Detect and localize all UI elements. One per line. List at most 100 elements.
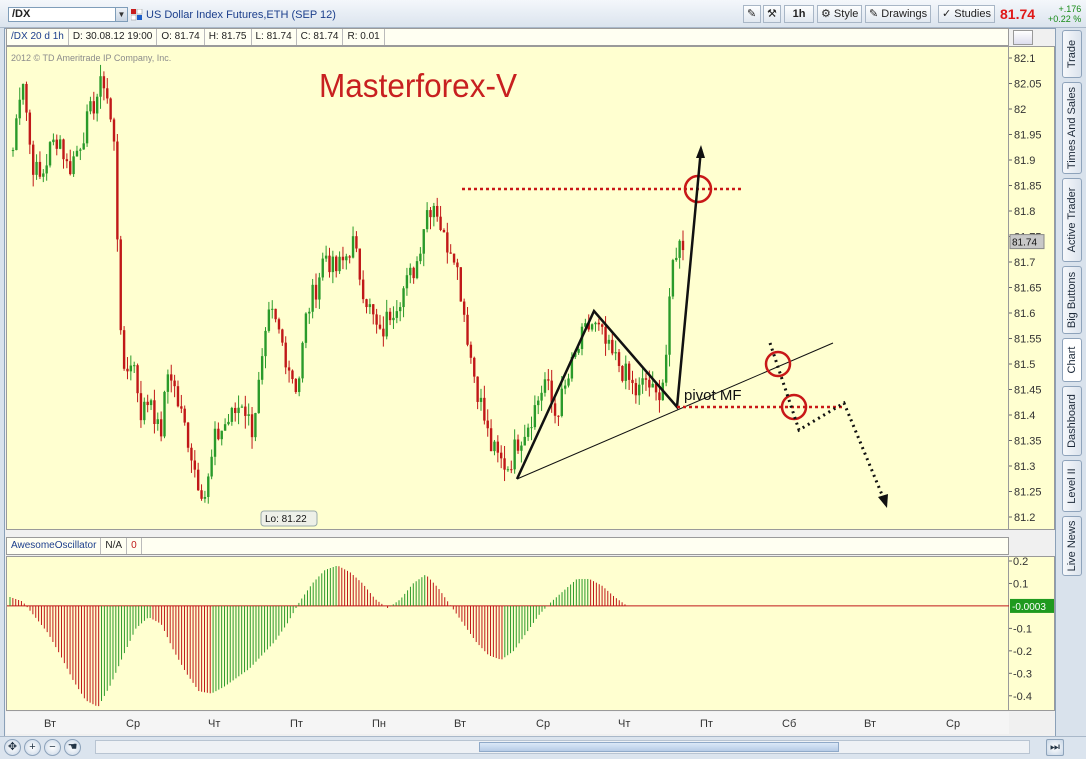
- candle-body: [459, 267, 462, 302]
- candle-body: [351, 236, 355, 258]
- candle-body: [533, 405, 537, 428]
- candle-body: [237, 407, 240, 414]
- side-tab-live-news[interactable]: Live News: [1062, 516, 1082, 576]
- projected-path[interactable]: [768, 342, 887, 503]
- candle-body: [361, 279, 365, 300]
- candle-body: [324, 255, 328, 259]
- side-tab-times-and-sales[interactable]: Times And Sales: [1062, 82, 1082, 174]
- candle-body: [355, 236, 358, 249]
- symbol-lookup-icon[interactable]: [131, 9, 143, 21]
- symbol-input[interactable]: /DX: [8, 7, 116, 22]
- candle-body: [584, 323, 587, 327]
- candle-body: [523, 436, 526, 446]
- candle-body: [213, 428, 217, 457]
- candle-body: [92, 101, 96, 114]
- candle-body: [217, 428, 220, 440]
- oscillator-panel[interactable]: [6, 556, 1010, 711]
- candle-body: [234, 407, 237, 414]
- oscillator-axis[interactable]: 0.2 0.1 -0.1 -0.2 -0.3 -0.4 -0.0003: [1009, 556, 1055, 711]
- osc-tick-label: -0.2: [1013, 646, 1032, 658]
- drawings-label: Drawings: [881, 8, 928, 20]
- candle-body: [69, 161, 72, 175]
- studies-button[interactable]: ✓ Studies: [938, 5, 995, 23]
- candle-body: [15, 118, 18, 151]
- price-tick-label: 81.45: [1014, 385, 1042, 397]
- hand-icon[interactable]: ☚: [64, 739, 81, 756]
- net-change-value: +.176: [1058, 4, 1082, 14]
- candle-body: [540, 392, 543, 401]
- horizontal-scrollbar[interactable]: [95, 740, 1030, 754]
- style-button[interactable]: ⚙ Style: [817, 5, 863, 23]
- candle-body: [143, 401, 146, 421]
- candle-body: [82, 143, 85, 150]
- drawings-group: pivot MF: [462, 145, 888, 508]
- side-tab-chart[interactable]: Chart: [1062, 338, 1082, 382]
- candle-body: [207, 476, 210, 497]
- side-tab-label: Active Trader: [1066, 187, 1078, 253]
- arrow-head-down-icon: [878, 494, 888, 508]
- candle-body: [671, 260, 675, 297]
- candle-body: [506, 469, 510, 471]
- candle-body: [439, 216, 442, 230]
- symbol-description: US Dollar Index Futures,ETH (SEP 12): [146, 9, 336, 21]
- candle-body: [614, 352, 617, 354]
- time-tick-label: Ср: [536, 718, 550, 730]
- candle-body: [122, 330, 126, 369]
- candle-body: [52, 139, 55, 143]
- price-axis[interactable]: 82.182.058281.9581.981.8581.881.7581.781…: [1009, 46, 1055, 530]
- candle-body: [658, 392, 661, 401]
- time-tick-label: Чт: [618, 718, 630, 730]
- candle-body: [604, 326, 607, 344]
- pencil-tool-icon[interactable]: ✎: [743, 5, 761, 23]
- zoom-in-icon[interactable]: +: [24, 739, 41, 756]
- info-timeframe[interactable]: /DX 20 d 1h: [7, 29, 69, 45]
- oscillator-axis-svg: 0.2 0.1 -0.1 -0.2 -0.3 -0.4 -0.0003: [1009, 556, 1054, 703]
- candle-body: [409, 267, 412, 276]
- time-tick-label: Пт: [290, 718, 303, 730]
- candle-body: [277, 319, 281, 330]
- studies-icon: ✓: [942, 8, 955, 20]
- candle-body: [203, 496, 207, 499]
- candle-body: [79, 149, 82, 151]
- candle-body: [308, 311, 311, 314]
- candle-body: [405, 275, 409, 289]
- scrollbar-thumb[interactable]: [479, 742, 839, 752]
- interval-button[interactable]: 1h: [784, 5, 814, 23]
- time-tick-label: Ср: [946, 718, 960, 730]
- symbol-dropdown-button[interactable]: ▼: [115, 7, 128, 22]
- candle-body: [560, 388, 563, 416]
- scroll-end-icon[interactable]: ⏭: [1046, 739, 1064, 756]
- candle-body: [35, 161, 38, 175]
- candle-body: [281, 329, 284, 343]
- oscillator-name[interactable]: AwesomeOscillator: [7, 538, 102, 554]
- chart-settings-icon[interactable]: [1013, 30, 1033, 45]
- candle-body: [170, 374, 173, 381]
- candle-body: [42, 173, 45, 177]
- candle-body: [681, 240, 685, 251]
- candle-body: [385, 311, 388, 337]
- candle-body: [577, 349, 580, 353]
- candle-body: [301, 342, 304, 379]
- pan-icon[interactable]: ✥: [4, 739, 21, 756]
- zigzag-pattern[interactable]: [515, 148, 703, 480]
- drawings-button[interactable]: ✎ Drawings: [865, 5, 932, 23]
- side-tab-trade[interactable]: Trade: [1062, 30, 1082, 78]
- trend-line[interactable]: [516, 342, 834, 480]
- candle-body: [85, 111, 89, 144]
- time-axis[interactable]: Вт Ср Чт Пт Пн Вт Ср Чт Пт Сб Вт Ср: [6, 712, 1009, 734]
- candle-body: [365, 299, 368, 308]
- candle-body: [607, 339, 611, 344]
- zoom-out-icon[interactable]: −: [44, 739, 61, 756]
- candle-body: [516, 439, 520, 451]
- price-tick-label: 81.85: [1014, 181, 1042, 193]
- price-panel[interactable]: 2012 © TD Ameritrade IP Company, Inc. Ma…: [6, 46, 1009, 530]
- circle-retest[interactable]: [764, 350, 792, 378]
- side-tab-active-trader[interactable]: Active Trader: [1062, 178, 1082, 262]
- candle-body: [139, 393, 143, 421]
- candle-body: [442, 229, 446, 233]
- side-tab-big-buttons[interactable]: Big Buttons: [1062, 266, 1082, 334]
- side-tab-level-ii[interactable]: Level II: [1062, 460, 1082, 512]
- candle-body: [617, 352, 621, 366]
- wrench-tool-icon[interactable]: ⚒: [763, 5, 781, 23]
- side-tab-dashboard[interactable]: Dashboard: [1062, 386, 1082, 456]
